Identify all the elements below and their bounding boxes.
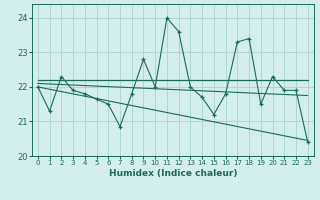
X-axis label: Humidex (Indice chaleur): Humidex (Indice chaleur) <box>108 169 237 178</box>
